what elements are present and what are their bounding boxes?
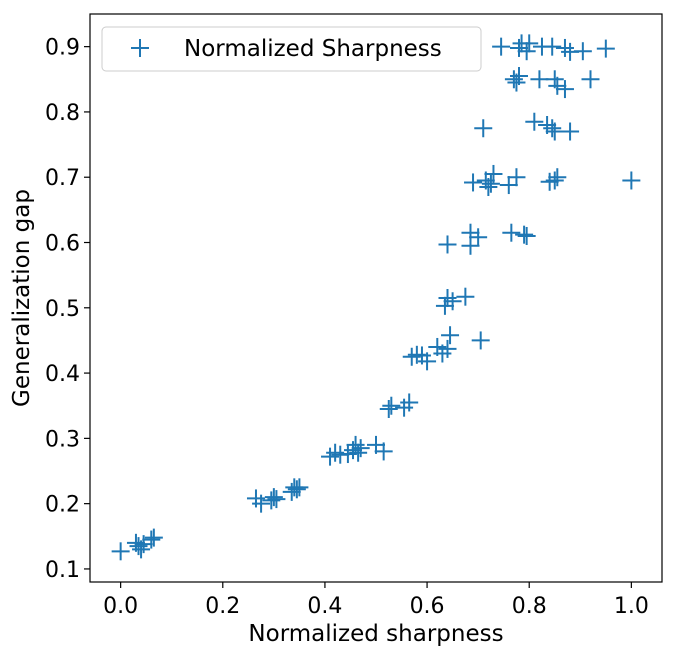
data-point <box>252 494 271 513</box>
data-point <box>456 287 475 306</box>
x-tick-label: 1.0 <box>614 594 649 619</box>
data-point <box>435 296 454 315</box>
data-point <box>111 542 130 561</box>
data-point <box>545 122 564 141</box>
x-axis-label: Normalized sharpness <box>248 621 503 647</box>
data-point <box>382 396 401 415</box>
data-point <box>441 326 460 345</box>
x-tick-label: 0.6 <box>410 594 445 619</box>
data-point <box>581 70 600 89</box>
data-point <box>479 178 498 197</box>
data-point <box>461 223 480 242</box>
data-point <box>374 442 393 461</box>
data-point <box>517 226 536 245</box>
data-point <box>481 174 500 193</box>
data-point <box>502 223 521 242</box>
data-point <box>134 535 153 554</box>
y-tick-label: 0.8 <box>45 101 80 126</box>
data-point <box>264 488 283 507</box>
data-point <box>543 37 562 56</box>
data-point <box>507 168 526 187</box>
y-tick-label: 0.2 <box>45 493 80 518</box>
y-axis: 0.1 0.2 0.3 0.4 0.5 0.6 0.7 0.8 0.9 <box>45 36 90 583</box>
data-point <box>438 235 457 254</box>
data-point <box>561 122 580 141</box>
x-tick-label: 0.0 <box>103 594 138 619</box>
data-point <box>443 292 462 311</box>
x-tick-label: 0.8 <box>512 594 547 619</box>
data-point <box>471 331 490 350</box>
data-point <box>515 225 534 244</box>
data-points <box>111 34 641 561</box>
x-tick-label: 0.4 <box>307 594 342 619</box>
data-point <box>555 80 574 99</box>
y-tick-label: 0.6 <box>45 232 80 257</box>
data-point <box>525 112 544 131</box>
data-point <box>520 34 539 53</box>
data-point <box>469 228 488 247</box>
y-tick-label: 0.5 <box>45 297 80 322</box>
x-tick-label: 0.2 <box>205 594 240 619</box>
data-point <box>418 352 437 371</box>
data-point <box>142 530 161 549</box>
y-axis-label: Generalization gap <box>9 189 35 407</box>
data-point <box>499 176 518 195</box>
y-tick-label: 0.7 <box>45 166 80 191</box>
legend-marker <box>131 39 149 57</box>
data-point <box>543 119 562 138</box>
data-point <box>379 399 398 418</box>
data-point <box>548 168 567 187</box>
y-tick-label: 0.1 <box>45 558 80 583</box>
data-point <box>290 478 309 497</box>
data-point <box>464 173 483 192</box>
data-point <box>573 42 592 61</box>
legend-label: Normalized Sharpness <box>184 36 442 62</box>
data-point <box>349 443 368 462</box>
data-point <box>474 119 493 138</box>
y-tick-label: 0.3 <box>45 427 80 452</box>
data-point <box>545 171 564 190</box>
data-point <box>596 39 615 58</box>
data-point <box>517 42 536 61</box>
data-point <box>267 490 286 509</box>
data-point <box>510 38 528 57</box>
y-tick-label: 0.9 <box>45 36 80 61</box>
data-point <box>492 37 511 56</box>
legend-box <box>101 26 482 72</box>
data-point <box>438 339 457 358</box>
data-point <box>622 171 641 190</box>
x-axis: 0.0 0.2 0.4 0.6 0.8 1.0 <box>103 582 649 619</box>
plot-area <box>89 13 663 583</box>
y-tick-label: 0.4 <box>45 362 80 387</box>
data-point <box>530 70 549 89</box>
data-point <box>400 393 419 412</box>
data-point <box>144 528 163 547</box>
data-point <box>510 67 528 86</box>
data-point <box>548 76 567 95</box>
data-point <box>351 439 370 458</box>
data-point <box>484 164 503 183</box>
legend: Normalized Sharpness <box>101 26 482 72</box>
data-point <box>287 480 306 499</box>
